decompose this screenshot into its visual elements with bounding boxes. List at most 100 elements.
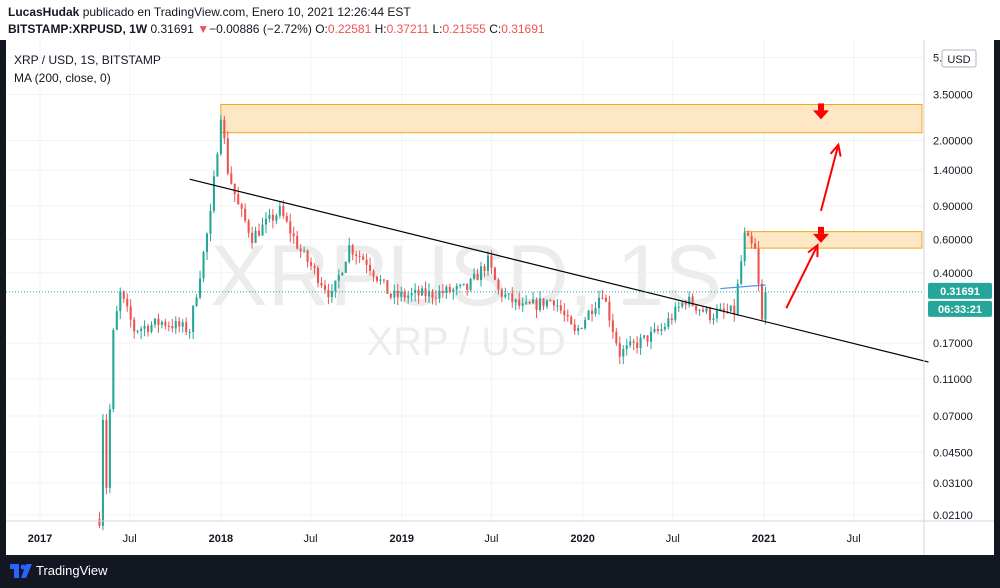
candle-body bbox=[136, 330, 139, 332]
footer-brand[interactable]: TradingView bbox=[36, 563, 108, 578]
candle-body bbox=[431, 290, 434, 298]
candle-body bbox=[386, 280, 389, 294]
candle-body bbox=[573, 324, 576, 332]
candle-body bbox=[587, 310, 590, 320]
legend-indicator: MA (200, close, 0) bbox=[14, 71, 111, 85]
price-tick-label: 0.17000 bbox=[933, 338, 973, 350]
candle-body bbox=[760, 283, 764, 320]
chart-pane[interactable]: XRPUSD, 1S XRP / USD XRP / USD, 1S, BITS… bbox=[6, 40, 994, 555]
candle-body bbox=[639, 337, 642, 349]
candle-body bbox=[119, 291, 122, 312]
candle-body bbox=[500, 289, 503, 297]
candle-body bbox=[542, 298, 545, 307]
candle-body bbox=[174, 321, 177, 329]
candle-body bbox=[146, 326, 150, 332]
candle-body bbox=[497, 279, 500, 290]
candle-body bbox=[462, 283, 465, 285]
candle-body bbox=[389, 293, 392, 298]
candle-body bbox=[219, 119, 222, 154]
candle-body bbox=[337, 275, 340, 281]
time-tick-label: 2021 bbox=[752, 533, 776, 545]
annotation-arrows bbox=[785, 103, 842, 309]
candle-body bbox=[559, 305, 562, 311]
candle-body bbox=[532, 299, 535, 304]
candle-body bbox=[192, 305, 195, 332]
published-text: publicado en TradingView.com, Enero 10, … bbox=[82, 5, 411, 19]
down-arrow-icon bbox=[817, 103, 824, 111]
symbol-label: BITSTAMP:XRPUSD, 1W bbox=[8, 22, 148, 36]
candle-body bbox=[115, 311, 118, 330]
tradingview-logo-icon[interactable] bbox=[10, 564, 32, 578]
candle-body bbox=[393, 290, 396, 298]
price-tick-label: 1.40000 bbox=[933, 165, 973, 177]
candle-body bbox=[643, 335, 646, 338]
candle-body bbox=[656, 329, 659, 331]
candle-body bbox=[303, 250, 306, 252]
down-arrow-head bbox=[812, 233, 829, 243]
candle-body bbox=[327, 289, 330, 298]
time-tick-label: 2019 bbox=[390, 533, 414, 545]
candle-body bbox=[375, 276, 379, 281]
price-tick-label: 0.40000 bbox=[933, 268, 973, 280]
candle-body bbox=[216, 153, 219, 177]
candle-body bbox=[747, 232, 750, 236]
resistance-zones bbox=[220, 104, 923, 249]
candle-body bbox=[372, 271, 375, 277]
candle-body bbox=[209, 210, 212, 234]
price-tick-label: 2.00000 bbox=[933, 136, 973, 148]
candle-body bbox=[705, 308, 708, 312]
candle-body bbox=[306, 250, 309, 262]
candle-body bbox=[205, 233, 209, 253]
candle-body bbox=[473, 273, 476, 279]
candle-body bbox=[150, 324, 153, 332]
candle-body bbox=[122, 291, 125, 299]
candle-body bbox=[452, 289, 455, 293]
candle-body bbox=[316, 268, 320, 283]
candle-body bbox=[601, 297, 604, 299]
candle-body bbox=[264, 218, 268, 225]
candle-body bbox=[597, 297, 601, 309]
candle-body bbox=[615, 331, 618, 344]
candle-body bbox=[268, 214, 271, 219]
candle-body bbox=[421, 288, 424, 296]
candle-body bbox=[244, 208, 247, 221]
author-name[interactable]: LucasHudak bbox=[8, 5, 80, 19]
footer: TradingView bbox=[0, 555, 1000, 588]
candle-body bbox=[164, 321, 167, 326]
watermark-symbol: XRPUSD, 1S bbox=[210, 228, 721, 324]
currency-badge[interactable]: USD bbox=[941, 49, 977, 68]
resistance-zone bbox=[744, 231, 923, 249]
publish-header: LucasHudak publicado en TradingView.com,… bbox=[0, 0, 1000, 40]
candle-body bbox=[525, 301, 528, 304]
candle-body bbox=[358, 255, 361, 257]
candle-body bbox=[556, 305, 559, 307]
high-label: H: bbox=[374, 22, 387, 36]
candle-body bbox=[691, 296, 694, 306]
candle-body bbox=[275, 215, 278, 221]
time-tick-label: Jul bbox=[304, 533, 318, 545]
candle-body bbox=[695, 305, 698, 311]
candle-body bbox=[580, 328, 583, 330]
candle-body bbox=[649, 331, 653, 342]
candle-body bbox=[368, 264, 372, 272]
candle-body bbox=[254, 230, 257, 243]
candle-body bbox=[188, 331, 191, 333]
candle-body bbox=[667, 318, 670, 327]
change-down-icon: ▼ bbox=[197, 22, 210, 36]
candle-body bbox=[157, 318, 160, 325]
candle-body bbox=[296, 236, 299, 249]
candle-body bbox=[743, 232, 746, 262]
time-tick-label: 2017 bbox=[28, 533, 52, 545]
candle-body bbox=[625, 345, 628, 350]
candle-body bbox=[670, 318, 673, 320]
watermark-pair: XRP / USD bbox=[366, 320, 565, 364]
candle-body bbox=[448, 286, 451, 293]
time-tick-label: Jul bbox=[484, 533, 498, 545]
candle-body bbox=[129, 306, 132, 320]
candle-body bbox=[143, 326, 146, 329]
price-chart[interactable]: XRPUSD, 1S XRP / USD XRP / USD, 1S, BITS… bbox=[6, 40, 994, 555]
candle-body bbox=[722, 308, 725, 312]
time-tick-label: Jul bbox=[123, 533, 137, 545]
currency-label: USD bbox=[947, 54, 970, 66]
time-axis[interactable]: 2017 Jul 2018 Jul 2019 Jul 2020 Jul 2021 Jul bbox=[28, 533, 861, 545]
